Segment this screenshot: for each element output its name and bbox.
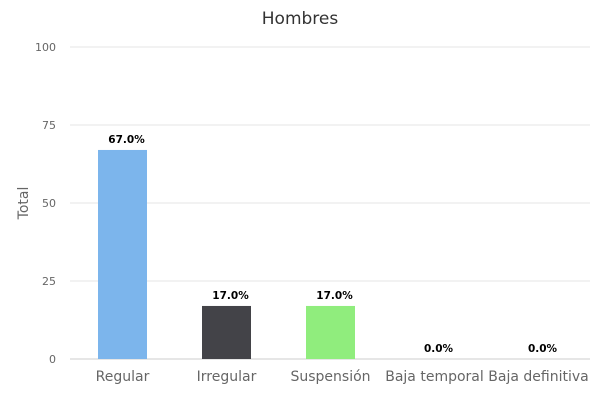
x-tick-label: Irregular <box>197 369 257 385</box>
gridlines <box>70 46 590 360</box>
y-tick-label: 75 <box>42 119 56 132</box>
data-label: 17.0% <box>212 290 249 302</box>
y-tick-label: 0 <box>49 353 56 366</box>
x-axis-ticks: Regular Irregular Suspensión Baja temporal B… <box>96 369 589 385</box>
x-tick-label: Baja definitiva <box>488 369 588 385</box>
data-label: 0.0% <box>424 343 454 355</box>
y-axis-ticks: 0 25 50 75 100 <box>35 41 56 366</box>
x-tick-label: Suspensión <box>290 369 370 385</box>
bars <box>98 149 355 359</box>
x-tick-label: Regular <box>96 369 150 385</box>
y-tick-label: 50 <box>42 197 56 210</box>
bar-0[interactable] <box>98 149 147 359</box>
y-tick-label: 100 <box>35 41 56 54</box>
data-label: 17.0% <box>316 290 353 302</box>
chart-title: Hombres <box>262 9 339 29</box>
y-axis-label: Total <box>16 187 32 221</box>
y-tick-label: 25 <box>42 275 56 288</box>
data-label: 0.0% <box>528 343 558 355</box>
x-tick-label: Baja temporal <box>385 369 484 385</box>
data-labels: 67.0% 17.0% 17.0% 0.0% 0.0% <box>108 134 557 355</box>
bar-1[interactable] <box>202 305 251 359</box>
bar-2[interactable] <box>306 305 355 359</box>
data-label: 67.0% <box>108 134 145 146</box>
